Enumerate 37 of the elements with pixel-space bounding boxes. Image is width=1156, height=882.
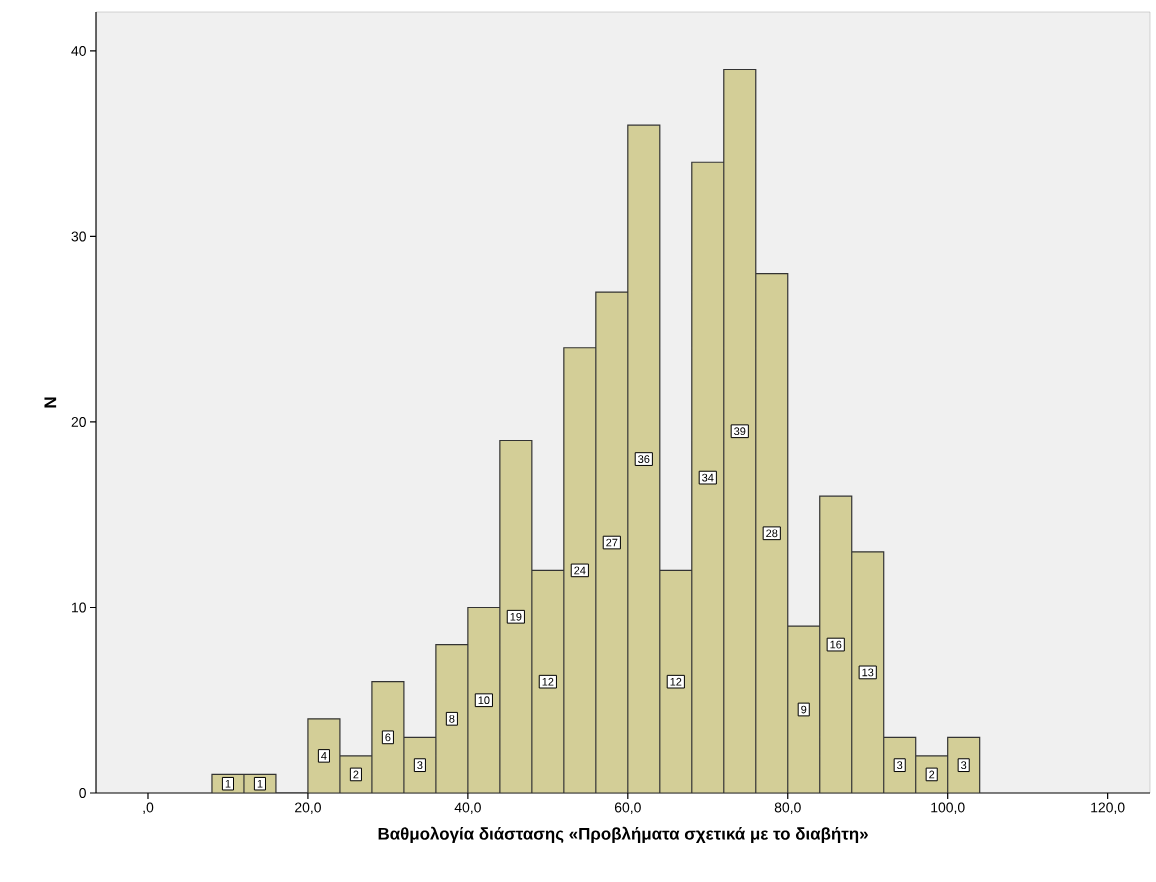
data-label: 4 [321,752,327,760]
data-label: 28 [766,529,778,538]
data-label: 1 [225,779,231,788]
data-label: 3 [417,761,423,770]
data-label: 9 [801,705,807,714]
data-label: 12 [542,677,554,686]
data-label: 6 [385,733,391,742]
data-label: 36 [638,455,650,463]
x-tick-label: 80,0 [774,802,801,815]
data-label: 19 [510,612,522,621]
data-label: 3 [961,761,967,770]
y-tick-label: 0 [79,788,86,798]
y-tick-label: 20 [71,417,86,427]
y-axis-title: N [44,397,57,408]
x-axis-title: Βαθμολογία διάστασης «Προβλήματα σχετικά με το διαβήτη» [378,826,868,844]
y-tick-label: 30 [71,231,86,242]
data-label: 39 [734,427,746,436]
data-label: 13 [862,668,874,677]
x-tick-label: 60,0 [614,802,641,815]
data-label: 34 [702,473,714,482]
data-label: 12 [670,677,682,686]
data-label: 24 [574,566,586,575]
data-label: 8 [449,714,455,723]
x-tick-label: 20,0 [295,802,321,815]
data-label: 2 [929,770,935,779]
data-label: 10 [478,696,490,705]
y-tick-label: 40 [71,45,86,56]
data-label: 3 [897,761,903,770]
x-tick-label: 100,0 [931,802,965,815]
x-tick-label: 120,0 [1091,802,1125,815]
data-label: 16 [830,640,842,649]
x-tick-label: ,0 [143,802,154,815]
data-label: 2 [353,770,359,779]
data-label: 27 [606,538,618,547]
x-tick-label: 40,0 [454,802,481,815]
y-tick-label: 10 [72,602,86,613]
data-label: 1 [257,779,263,788]
